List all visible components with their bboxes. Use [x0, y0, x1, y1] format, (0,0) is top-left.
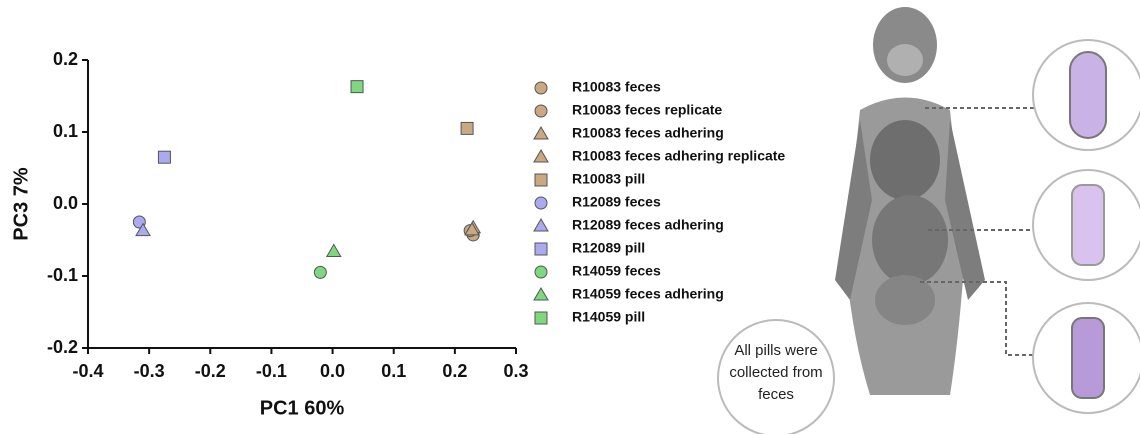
chart: PC1 60% PC3 7% -0.2 -0.1 0.0 0.1 0.2 -0.4 -0.3…	[0, 0, 1140, 434]
x-tick-label: -0.4	[72, 361, 103, 381]
legend-marker	[535, 174, 547, 186]
legend-label: R10083 pill	[572, 171, 645, 187]
legend-label: R10083 feces adhering replicate	[572, 148, 785, 164]
legend-label: R12089 feces adhering	[572, 217, 724, 233]
x-tick-label: 0.2	[442, 361, 467, 381]
illustration-caption: All pills were collected from feces	[722, 340, 830, 406]
point	[314, 266, 326, 278]
point	[351, 81, 363, 93]
y-tick-label: -0.1	[47, 265, 78, 285]
legend-marker	[534, 150, 548, 162]
legend-label: R12089 feces	[572, 194, 661, 210]
y-tick-label: 0.2	[53, 49, 78, 69]
legend-label: R10083 feces	[572, 79, 661, 95]
legend-label: R10083 feces replicate	[572, 102, 722, 118]
point	[158, 151, 170, 163]
x-tick-label: -0.1	[256, 361, 287, 381]
legend-marker	[535, 266, 547, 278]
x-tick-label: -0.3	[134, 361, 165, 381]
y-tick-label: 0.0	[53, 193, 78, 213]
y-axis-label: PC3 7%	[10, 167, 32, 241]
legend-label: R12089 pill	[572, 240, 645, 256]
legend-label: R14059 feces adhering	[572, 286, 724, 302]
x-tick-label: 0.0	[320, 361, 345, 381]
legend-marker	[534, 288, 548, 300]
page: PC1 60% PC3 7% -0.2 -0.1 0.0 0.1 0.2 -0.4 -0.3…	[0, 0, 1140, 434]
y-tick-label: -0.2	[47, 337, 78, 357]
legend-marker	[534, 219, 548, 231]
legend-marker	[535, 82, 547, 94]
point	[327, 245, 341, 257]
monkey-illustration	[835, 7, 985, 395]
point	[461, 122, 473, 134]
legend-marker	[535, 197, 547, 209]
legend-label: R14059 pill	[572, 309, 645, 325]
legend-label: R14059 feces	[572, 263, 661, 279]
legend-marker	[534, 127, 548, 139]
x-tick-label: 0.3	[503, 361, 528, 381]
x-tick-label: -0.2	[195, 361, 226, 381]
legend-label: R10083 feces adhering	[572, 125, 724, 141]
legend-marker	[535, 243, 547, 255]
x-axis-label: PC1 60%	[260, 397, 345, 419]
legend-marker	[535, 312, 547, 324]
x-tick-label: 0.1	[381, 361, 406, 381]
y-tick-label: 0.1	[53, 121, 78, 141]
legend-marker	[535, 105, 547, 117]
